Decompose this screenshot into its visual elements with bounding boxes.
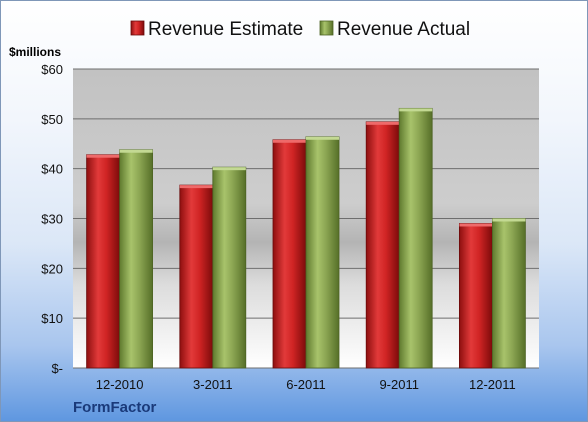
bar-actual-6-2011 [305, 136, 340, 369]
unit-label: $millions [9, 45, 61, 59]
bar-estimate-12-2011 [458, 223, 493, 369]
x-tick-label: 6-2011 [286, 377, 326, 392]
y-tick-label: $- [51, 361, 63, 376]
bar-actual-9-2011 [398, 107, 433, 369]
y-tick-label: $10 [41, 311, 63, 326]
bar-top-highlight [212, 167, 246, 171]
bar-estimate-9-2011 [365, 121, 400, 369]
bar-top-highlight [86, 154, 120, 158]
legend: Revenue Estimate Revenue Actual [130, 19, 470, 40]
bar-top-highlight [459, 223, 493, 227]
y-tick-label: $40 [41, 162, 63, 177]
bar-estimate-6-2011 [272, 139, 307, 369]
x-tick-label: 12-2010 [96, 377, 144, 392]
x-tick-label: 12-2011 [469, 377, 516, 392]
bar-estimate-12-2010 [86, 154, 120, 369]
bar-top-highlight [366, 121, 400, 125]
bar-actual-12-2011 [491, 218, 526, 369]
y-tick-label: $50 [41, 112, 63, 127]
bar-actual-3-2011 [212, 166, 247, 369]
bar-actual-12-2010 [119, 149, 153, 369]
y-tick-label: $20 [41, 261, 63, 276]
y-tick-label: $30 [41, 212, 63, 227]
legend-label-estimate: Revenue Estimate [148, 19, 303, 40]
axis-labels: $- $10 $20 $30 $40 $50 $60 12-2010 3-2011 6-2011 9… [41, 62, 515, 392]
bar-top-highlight [273, 139, 306, 143]
company-label: FormFactor [73, 399, 157, 416]
x-tick-label: 9-2011 [379, 377, 419, 392]
y-tick-label: $60 [41, 62, 63, 77]
legend-swatch-estimate [130, 20, 145, 36]
bar-top-highlight [306, 136, 339, 140]
bar-top-highlight [492, 218, 526, 222]
bar-top-highlight [119, 149, 153, 153]
legend-swatch-actual [319, 20, 334, 36]
bar-top-highlight [399, 108, 433, 112]
bar-top-highlight [179, 185, 213, 189]
legend-label-actual: Revenue Actual [337, 19, 470, 40]
bars [86, 107, 526, 369]
x-tick-label: 3-2011 [193, 377, 233, 392]
bar-estimate-3-2011 [179, 184, 214, 369]
